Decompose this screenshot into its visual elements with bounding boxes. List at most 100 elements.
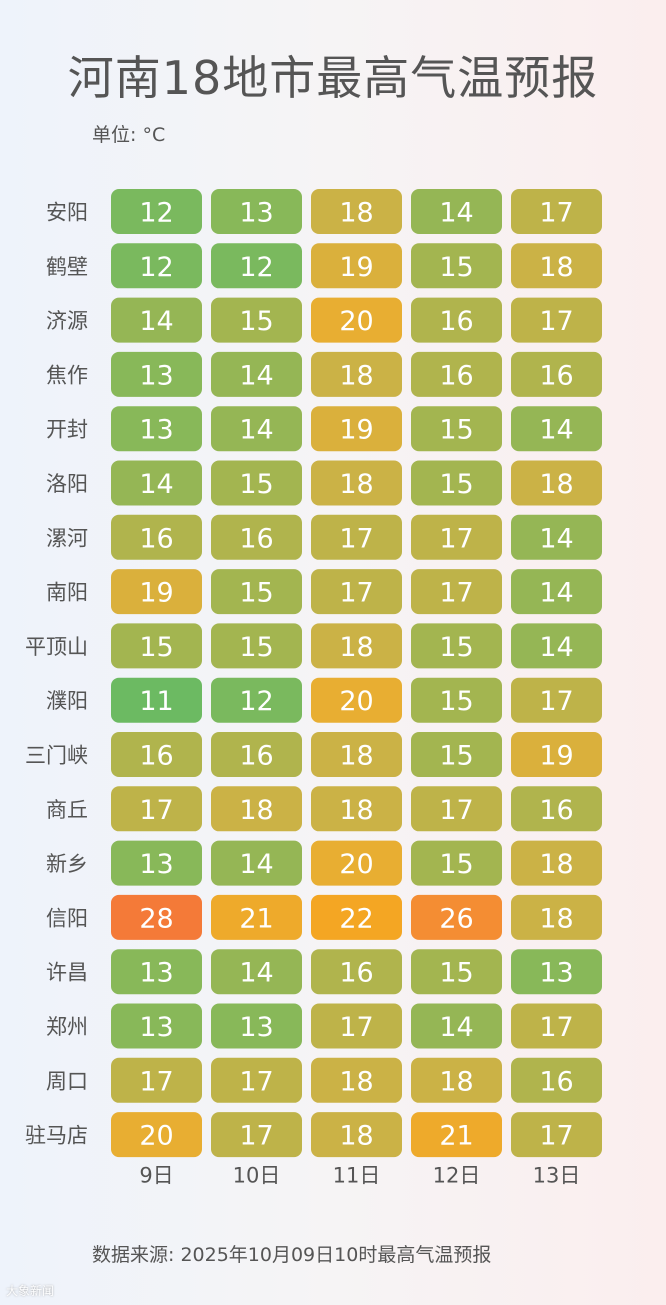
cell-value-label: 19 [539,741,573,772]
heatmap-cell [311,840,402,886]
heatmap-cell [511,949,602,995]
cell-value-label: 12 [239,252,273,283]
heatmap-cell [211,189,302,234]
cell-value-label: 21 [239,903,273,934]
heatmap-cell [311,732,402,777]
cell-value-label: 16 [439,360,473,391]
row-label: 开封 [46,418,88,442]
heatmap-cell [111,460,202,506]
watermark-logo: 大象新闻 [6,1284,55,1298]
cell-value-label: 15 [439,632,473,663]
row-label: 郑州 [46,1015,88,1039]
heatmap-cell [411,1003,502,1049]
cell-value-label: 15 [439,849,473,880]
heatmap-cell [211,949,302,995]
heatmap-cell [111,297,202,343]
heatmap-cell [211,1057,302,1103]
heatmap-cell [111,351,202,397]
cell-value-label: 15 [239,469,273,500]
heatmap-cell [311,351,402,397]
cell-value-label: 18 [339,1121,373,1152]
row-label: 鹤壁 [46,255,88,279]
cell-value-label: 12 [139,198,173,229]
cell-value-label: 18 [239,795,273,826]
temperature-heatmap: 安阳 12 13 18 14 17 鹤壁 12 12 19 15 18 济源 14 15 20 16 17 焦作 13… [25,189,602,1187]
row-label: 信阳 [46,906,88,930]
cell-value-label: 15 [439,252,473,283]
cell-value-label: 14 [439,198,473,229]
heatmap-cell [411,297,502,343]
cell-value-label: 18 [339,1066,373,1097]
cell-value-label: 15 [439,741,473,772]
cell-value-label: 13 [139,1012,173,1043]
cell-value-label: 14 [239,958,273,989]
heatmap-cell [311,189,402,234]
heatmap-cell [511,297,602,343]
cell-value-label: 15 [439,958,473,989]
cell-value-label: 13 [139,360,173,391]
heatmap-cell [511,351,602,397]
row-label: 新乡 [46,852,88,876]
cell-value-label: 12 [239,686,273,717]
x-tick-label: 12日 [433,1163,481,1187]
heatmap-cell [411,786,502,832]
heatmap-cell [211,569,302,615]
heatmap-cell [311,460,402,506]
cell-value-label: 14 [239,415,273,446]
row-label: 南阳 [46,581,88,605]
cell-value-label: 16 [339,958,373,989]
cell-value-label: 17 [539,1121,573,1152]
cell-value-label: 13 [239,1012,273,1043]
unit-label: 单位: °C [92,124,166,146]
heatmap-cell [211,623,302,669]
heatmap-cell [311,677,402,723]
heatmap-cell [411,840,502,886]
heatmap-cell [511,460,602,506]
cell-value-label: 17 [439,578,473,609]
row-label: 濮阳 [46,689,88,713]
cell-value-label: 18 [339,360,373,391]
row-label: 安阳 [46,201,88,225]
heatmap-cell [211,243,302,289]
page-title: 河南18地市最高气温预报 [67,51,599,105]
heatmap-cell [111,189,202,234]
heatmap-cell [511,786,602,832]
data-source-label: 数据来源: 2025年10月09日10时最高气温预报 [92,1244,492,1266]
heatmap-cell [311,1112,402,1158]
cell-value-label: 13 [139,958,173,989]
cell-value-label: 16 [239,741,273,772]
cell-value-label: 18 [339,198,373,229]
cell-value-label: 15 [439,469,473,500]
cell-value-label: 17 [539,686,573,717]
cell-value-label: 17 [439,523,473,554]
cell-value-label: 15 [439,686,473,717]
heatmap-cell [211,514,302,560]
cell-value-label: 20 [339,849,373,880]
cell-value-label: 16 [139,523,173,554]
cell-value-label: 19 [339,252,373,283]
cell-value-label: 16 [139,741,173,772]
cell-value-label: 13 [239,198,273,229]
cell-value-label: 17 [239,1066,273,1097]
heatmap-cell [311,297,402,343]
cell-value-label: 18 [439,1066,473,1097]
heatmap-cell [211,460,302,506]
heatmap-cell [111,732,202,777]
cell-value-label: 13 [539,958,573,989]
heatmap-cell [511,189,602,234]
cell-value-label: 16 [539,1066,573,1097]
heatmap-cell [511,840,602,886]
cell-value-label: 17 [139,1066,173,1097]
cell-value-label: 26 [439,903,473,934]
cell-value-label: 14 [539,632,573,663]
heatmap-cell [411,351,502,397]
heatmap-cell [111,677,202,723]
heatmap-cell [511,569,602,615]
cell-value-label: 18 [539,903,573,934]
heatmap-cell [111,1003,202,1049]
heatmap-cell [211,894,302,940]
heatmap-cell [511,677,602,723]
heatmap-cell [511,406,602,452]
cell-value-label: 28 [139,903,173,934]
heatmap-cell [111,786,202,832]
